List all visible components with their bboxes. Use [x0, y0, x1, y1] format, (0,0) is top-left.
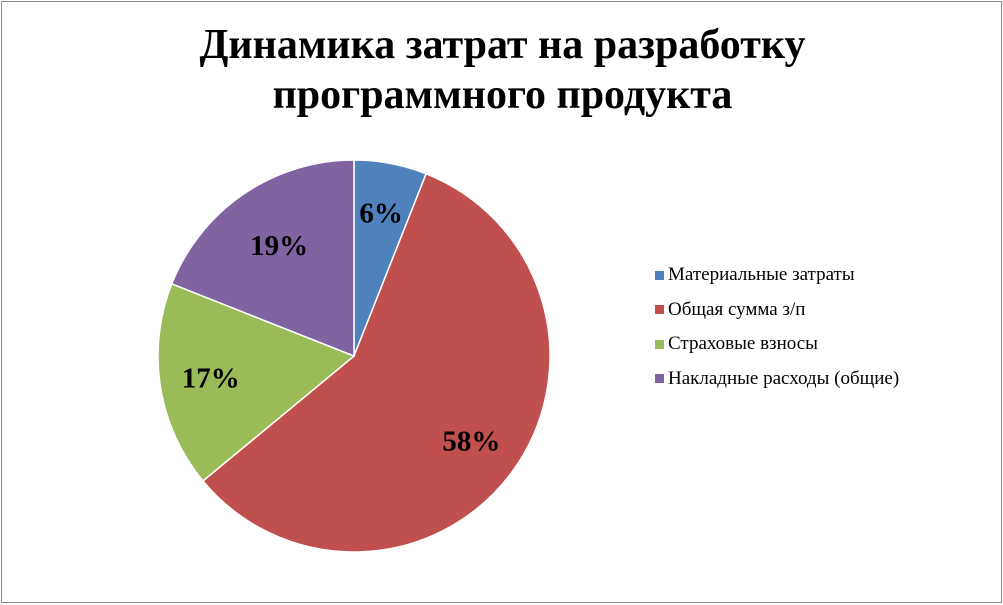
legend-swatch	[655, 374, 664, 384]
legend-swatch	[655, 305, 664, 315]
legend-label: Материальные затраты	[668, 264, 855, 286]
legend-label: Общая сумма з/п	[668, 298, 806, 320]
legend-label: Страховые взносы	[668, 333, 818, 355]
legend: Материальные затраты Общая сумма з/п Страх…	[655, 258, 899, 396]
data-label-3: 17%	[182, 363, 240, 395]
data-label-4: 19%	[250, 230, 308, 262]
legend-label: Накладные расходы (общие)	[668, 367, 900, 389]
legend-swatch	[655, 339, 664, 349]
data-label-2: 58%	[442, 425, 500, 457]
pie-slice-3	[157, 282, 356, 482]
legend-swatch	[655, 270, 664, 280]
legend-item-4: Накладные расходы (общие)	[655, 362, 899, 397]
legend-item-1: Материальные затраты	[655, 258, 899, 293]
legend-item-2: Общая сумма з/п	[655, 293, 899, 328]
chart-title: Динамика затрат на разработку программно…	[199, 22, 806, 118]
data-label-1: 6%	[359, 198, 403, 230]
pie-slice-2	[201, 172, 551, 553]
legend-item-3: Страховые взносы	[655, 327, 899, 362]
pie-slice-4	[170, 159, 355, 358]
